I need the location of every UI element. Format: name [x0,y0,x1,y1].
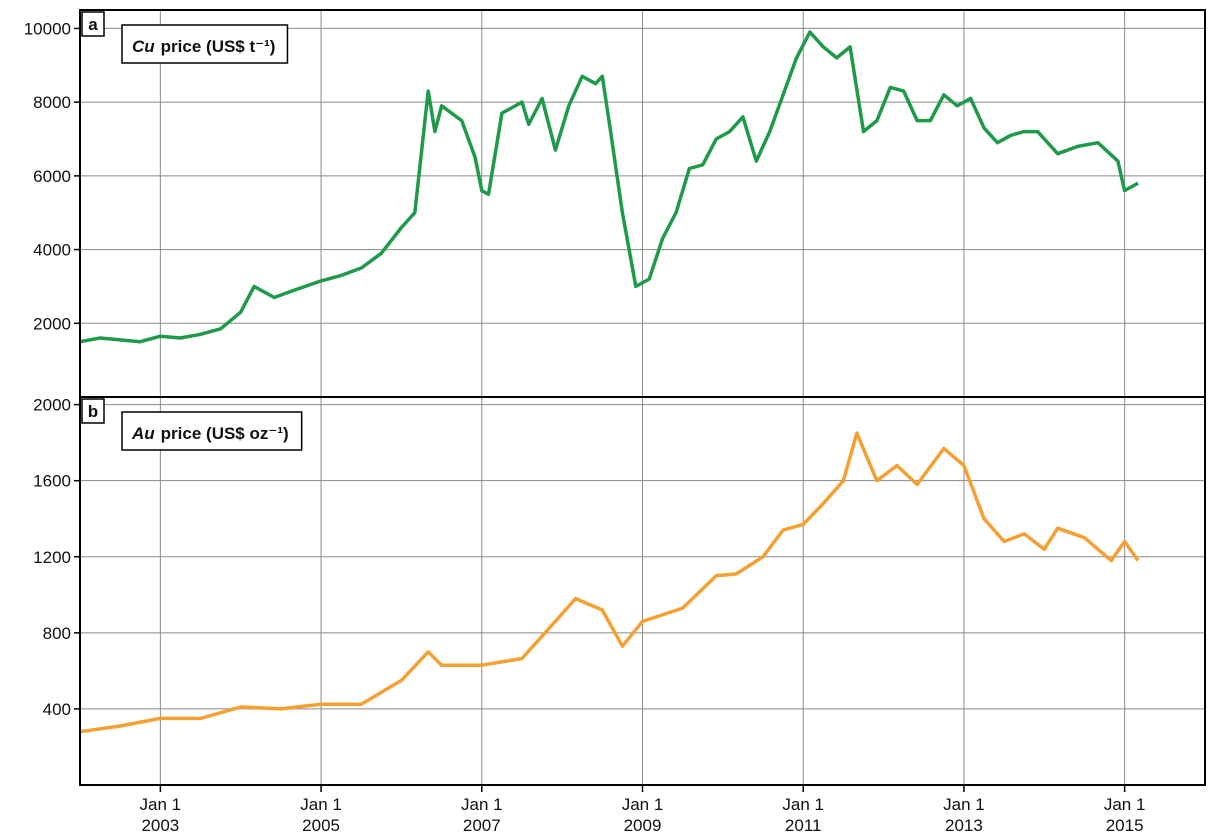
y-tick-label: 8000 [33,93,71,112]
chart-title-element: Au [131,424,155,443]
x-tick-label: Jan 1 2003 [140,795,182,835]
y-tick-label: 2000 [33,396,71,415]
y-tick-label: 10000 [24,19,71,38]
chart-title-text: price (US$ oz⁻¹) [161,424,289,443]
x-tick-label: Jan 1 2011 [782,795,824,835]
x-tick-label: Jan 1 2015 [1104,795,1146,835]
x-tick-label: Jan 1 2007 [461,795,503,835]
chart-title-element: Cu [132,37,155,56]
title-box [121,411,303,451]
panel-label-box [81,11,105,37]
y-tick-label: 1600 [33,472,71,491]
x-tick-label: Jan 1 2009 [622,795,664,835]
chart-title-text: price (US$ t⁻¹) [161,37,276,56]
x-tick-label: Jan 1 2005 [300,795,342,835]
title-box [121,24,289,64]
panel-label: b [88,402,98,421]
y-tick-label: 800 [43,624,71,643]
y-tick-label: 6000 [33,167,71,186]
y-tick-label: 4000 [33,241,71,260]
line [79,30,1139,344]
panel-label: a [88,15,98,34]
y-tick-label: 400 [43,700,71,719]
y-tick-label: 1200 [33,548,71,567]
chart-title: Au price (US$ oz⁻¹) [131,424,289,443]
line [79,431,1140,734]
x-tick-label: Jan 1 2013 [943,795,985,835]
y-tick-label: 2000 [33,314,71,333]
chart-title: Cu price (US$ t⁻¹) [132,37,275,56]
panel-label-box [81,398,105,424]
